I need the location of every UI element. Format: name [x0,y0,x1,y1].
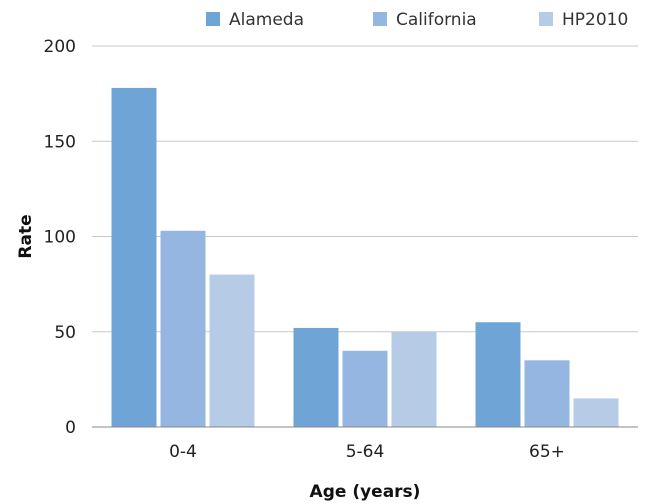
bar-california-5-64 [342,350,388,427]
bar-alameda-65+ [475,322,521,427]
legend-swatch-california [373,12,387,26]
legend-swatch-hp2010 [539,12,553,26]
y-tick-label: 150 [44,132,76,152]
bar-alameda-0-4 [111,87,157,427]
legend-label-alameda: Alameda [229,10,304,30]
y-tick-label: 200 [44,37,76,57]
bar-california-65+ [524,360,570,427]
legend-label-california: California [396,10,477,30]
x-tick-label: 0-4 [169,442,197,462]
y-axis-title: Rate [16,214,36,258]
x-axis-title: Age (years) [310,482,421,502]
y-tick-label: 50 [54,323,76,343]
bar-alameda-5-64 [293,327,339,427]
bar-hp2010-65+ [573,398,619,427]
x-axis-tick-labels: 0-4 5-64 65+ [169,442,565,462]
x-tick-label: 65+ [529,442,565,462]
legend: Alameda California HP2010 [206,10,628,30]
x-tick-label: 5-64 [346,442,385,462]
y-tick-label: 100 [44,228,76,248]
bar-hp2010-0-4 [209,274,255,427]
bar-california-0-4 [160,230,206,427]
bar-hp2010-5-64 [391,331,437,427]
bars [111,87,619,427]
legend-label-hp2010: HP2010 [562,10,628,30]
y-tick-label: 0 [65,418,76,438]
legend-swatch-alameda [206,12,220,26]
y-axis-tick-labels: 0 50 100 150 200 [44,37,76,438]
